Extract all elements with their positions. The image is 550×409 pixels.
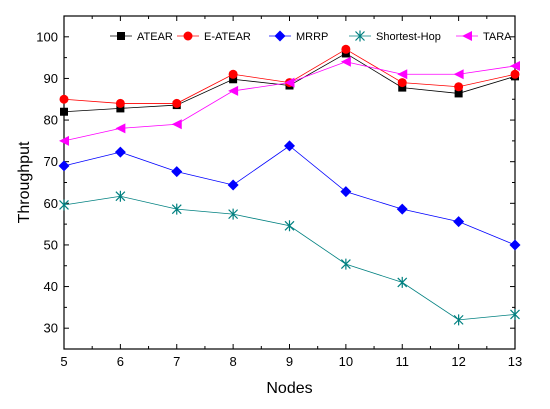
x-axis-title: Nodes <box>266 380 312 397</box>
data-point-e-atear <box>228 69 238 79</box>
x-tick-label: 11 <box>396 354 410 369</box>
x-tick-label: 7 <box>173 354 180 369</box>
data-point-tara <box>284 77 295 88</box>
series-mrrp <box>58 140 521 251</box>
x-tick-label: 5 <box>60 354 67 369</box>
y-tick-label: 30 <box>44 321 58 336</box>
data-point-mrrp <box>396 203 408 215</box>
data-point-atear <box>398 83 407 92</box>
data-point-mrrp <box>114 146 126 158</box>
data-point-shortest-hop <box>397 276 408 288</box>
data-point-shortest-hop <box>284 220 295 232</box>
data-point-mrrp <box>453 216 465 228</box>
axis-ticks: 5 6 7 8 9 10 11 12 13 30 40 50 60 70 80 90 100 <box>36 15 522 369</box>
data-point-atear <box>60 107 68 116</box>
data-point-e-atear <box>454 82 464 92</box>
legend-label: E-ATEAR <box>204 31 251 43</box>
data-point-shortest-hop <box>59 199 69 211</box>
series-tara <box>59 56 520 146</box>
x-tick-label: 8 <box>230 354 237 369</box>
series-shortest-hop <box>59 190 520 326</box>
legend-marker-tara <box>462 31 472 41</box>
x-tick-label: 6 <box>117 354 124 369</box>
legend-item-mrrp: MRRP <box>269 30 328 43</box>
y-tick-label: 70 <box>44 154 58 169</box>
x-tick-label: 10 <box>339 354 353 369</box>
x-tick-label: 9 <box>286 354 293 369</box>
y-tick-label: 40 <box>44 279 58 294</box>
y-tick-label: 80 <box>44 113 58 128</box>
data-point-atear <box>454 89 463 98</box>
legend-item-shortest-hop: Shortest-Hop <box>349 30 441 43</box>
data-point-tara <box>510 60 520 71</box>
data-point-mrrp <box>58 160 70 172</box>
data-point-tara <box>453 69 464 80</box>
legend-label: TARA <box>483 31 512 43</box>
data-point-tara <box>171 119 182 130</box>
data-point-mrrp <box>340 186 352 198</box>
data-point-shortest-hop <box>340 258 351 270</box>
legend-item-atear: ATEAR <box>110 31 173 43</box>
legend-marker-mrrp <box>274 30 286 42</box>
legend-marker-e-atear <box>183 31 193 41</box>
y-tick-label: 50 <box>44 237 58 252</box>
x-tick-label: 13 <box>508 354 522 369</box>
y-tick-label: 60 <box>44 196 58 211</box>
data-point-e-atear <box>397 78 407 88</box>
data-point-atear <box>229 75 238 84</box>
data-point-tara <box>397 69 408 80</box>
y-axis-title: Throughput <box>16 141 33 223</box>
series-layer <box>58 44 521 326</box>
data-point-atear <box>116 104 125 113</box>
data-point-mrrp <box>284 140 295 152</box>
data-point-e-atear <box>115 98 125 108</box>
data-point-shortest-hop <box>115 190 126 202</box>
y-tick-label: 100 <box>36 29 58 44</box>
plot-area <box>63 15 516 350</box>
data-point-mrrp <box>227 179 239 191</box>
data-point-e-atear <box>510 69 520 79</box>
x-tick-label: 12 <box>451 354 465 369</box>
data-point-tara <box>59 135 69 146</box>
legend-marker-atear <box>117 32 125 40</box>
data-point-e-atear <box>341 44 351 54</box>
legend: ATEAR E-ATEAR MRRP Shortest-Hop TARA <box>110 30 512 43</box>
legend-item-e-atear: E-ATEAR <box>177 31 251 43</box>
data-point-tara <box>228 85 239 96</box>
data-point-mrrp <box>171 166 183 178</box>
data-point-e-atear <box>172 98 182 108</box>
data-point-shortest-hop <box>510 308 520 320</box>
data-point-shortest-hop <box>171 203 182 215</box>
data-point-tara <box>115 123 126 134</box>
data-point-e-atear <box>59 94 69 104</box>
data-point-shortest-hop <box>228 208 239 220</box>
data-point-mrrp <box>509 239 521 251</box>
legend-label: ATEAR <box>137 31 173 43</box>
legend-label: MRRP <box>296 31 328 43</box>
y-tick-label: 90 <box>44 71 58 86</box>
data-point-shortest-hop <box>453 314 464 326</box>
legend-item-tara: TARA <box>456 31 512 43</box>
legend-label: Shortest-Hop <box>376 31 441 43</box>
legend-marker-shortest-hop <box>355 30 365 42</box>
data-point-tara <box>340 56 351 67</box>
